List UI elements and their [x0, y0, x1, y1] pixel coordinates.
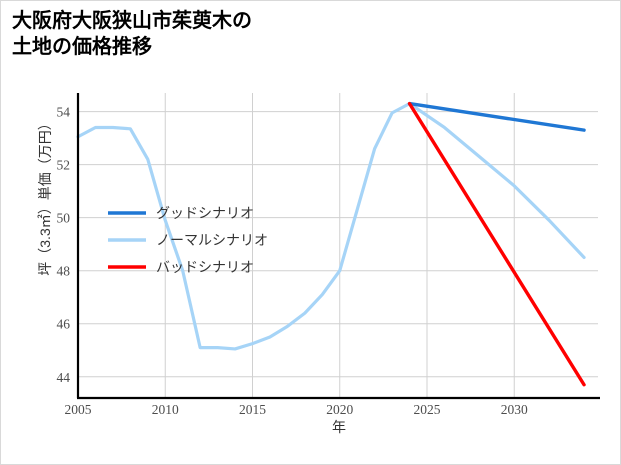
legend-label-0: グッドシナリオ	[156, 206, 254, 222]
x-axis-title: 年	[332, 419, 346, 435]
y-axis-title-wrap: 坪（3.3㎡）単価（万円）	[14, 0, 53, 465]
x-tick-labels: 2005 2010 2015 2020 2025 2030	[65, 402, 528, 417]
y-tick-label: 46	[57, 317, 71, 332]
y-tick-label: 52	[57, 158, 71, 173]
x-tick-label: 2025	[413, 402, 440, 417]
y-axis-title: 坪（3.3㎡）単価（万円）	[37, 116, 53, 276]
series-line-ノーマルシナリオ	[76, 102, 586, 351]
x-tick-label: 2020	[326, 402, 353, 417]
y-tick-labels: 44 46 48 50 52 54	[57, 105, 71, 385]
x-tick-label: 2015	[239, 402, 266, 417]
series-group	[76, 101, 586, 387]
legend-label-1: ノーマルシナリオ	[156, 234, 268, 249]
page-title: 大阪府大阪狭山市茱萸木の 土地の価格推移	[12, 10, 252, 59]
legend-label-2: バッドシナリオ	[156, 261, 254, 276]
series-line-バッドシナリオ	[407, 101, 586, 387]
y-tick-label: 54	[57, 105, 71, 120]
axis-lines	[76, 93, 600, 400]
x-tick-label: 2005	[65, 402, 92, 417]
y-tick-label: 48	[57, 264, 71, 279]
x-tick-label: 2010	[152, 402, 179, 417]
series-line-グッドシナリオ	[407, 101, 586, 132]
y-tick-label: 50	[57, 211, 71, 226]
y-tick-label: 44	[57, 370, 71, 385]
x-tick-label: 2030	[501, 402, 528, 417]
